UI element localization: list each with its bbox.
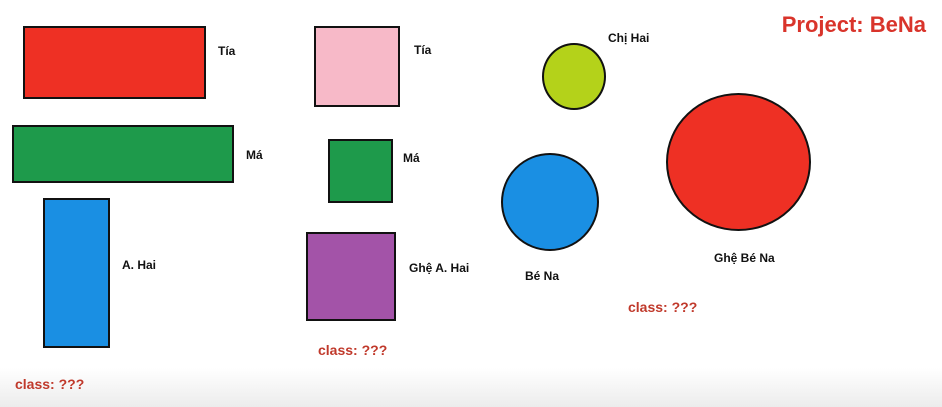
square-tia bbox=[314, 26, 400, 107]
square-ghe-a-hai-label: Ghệ A. Hai bbox=[409, 261, 470, 275]
circle-be-na bbox=[501, 153, 599, 251]
rectangle-tia-label: Tía bbox=[218, 44, 236, 58]
square-ma bbox=[328, 139, 393, 203]
project-title: Project: BeNa bbox=[781, 12, 926, 37]
square-ma-label: Má bbox=[403, 151, 420, 165]
circle-ghe-be-na bbox=[666, 93, 811, 231]
rectangle-a-hai-label: A. Hai bbox=[122, 258, 157, 272]
circle-class-label: class: ??? bbox=[628, 299, 698, 315]
rectangle-class-label: class: ??? bbox=[15, 376, 85, 392]
square-ghe-a-hai bbox=[306, 232, 396, 321]
circle-be-na-label: Bé Na bbox=[525, 269, 560, 283]
rectangle-ma bbox=[12, 125, 234, 183]
bottom-shadow bbox=[0, 368, 942, 407]
rectangle-ma-label: Má bbox=[246, 148, 263, 162]
square-tia-label: Tía bbox=[414, 43, 432, 57]
circle-chi-hai bbox=[542, 43, 606, 110]
rectangle-a-hai bbox=[43, 198, 110, 348]
rectangle-tia bbox=[23, 26, 206, 99]
circle-ghe-be-na-label: Ghệ Bé Na bbox=[714, 251, 775, 265]
circle-chi-hai-label: Chị Hai bbox=[608, 31, 650, 45]
square-class-label: class: ??? bbox=[318, 342, 388, 358]
